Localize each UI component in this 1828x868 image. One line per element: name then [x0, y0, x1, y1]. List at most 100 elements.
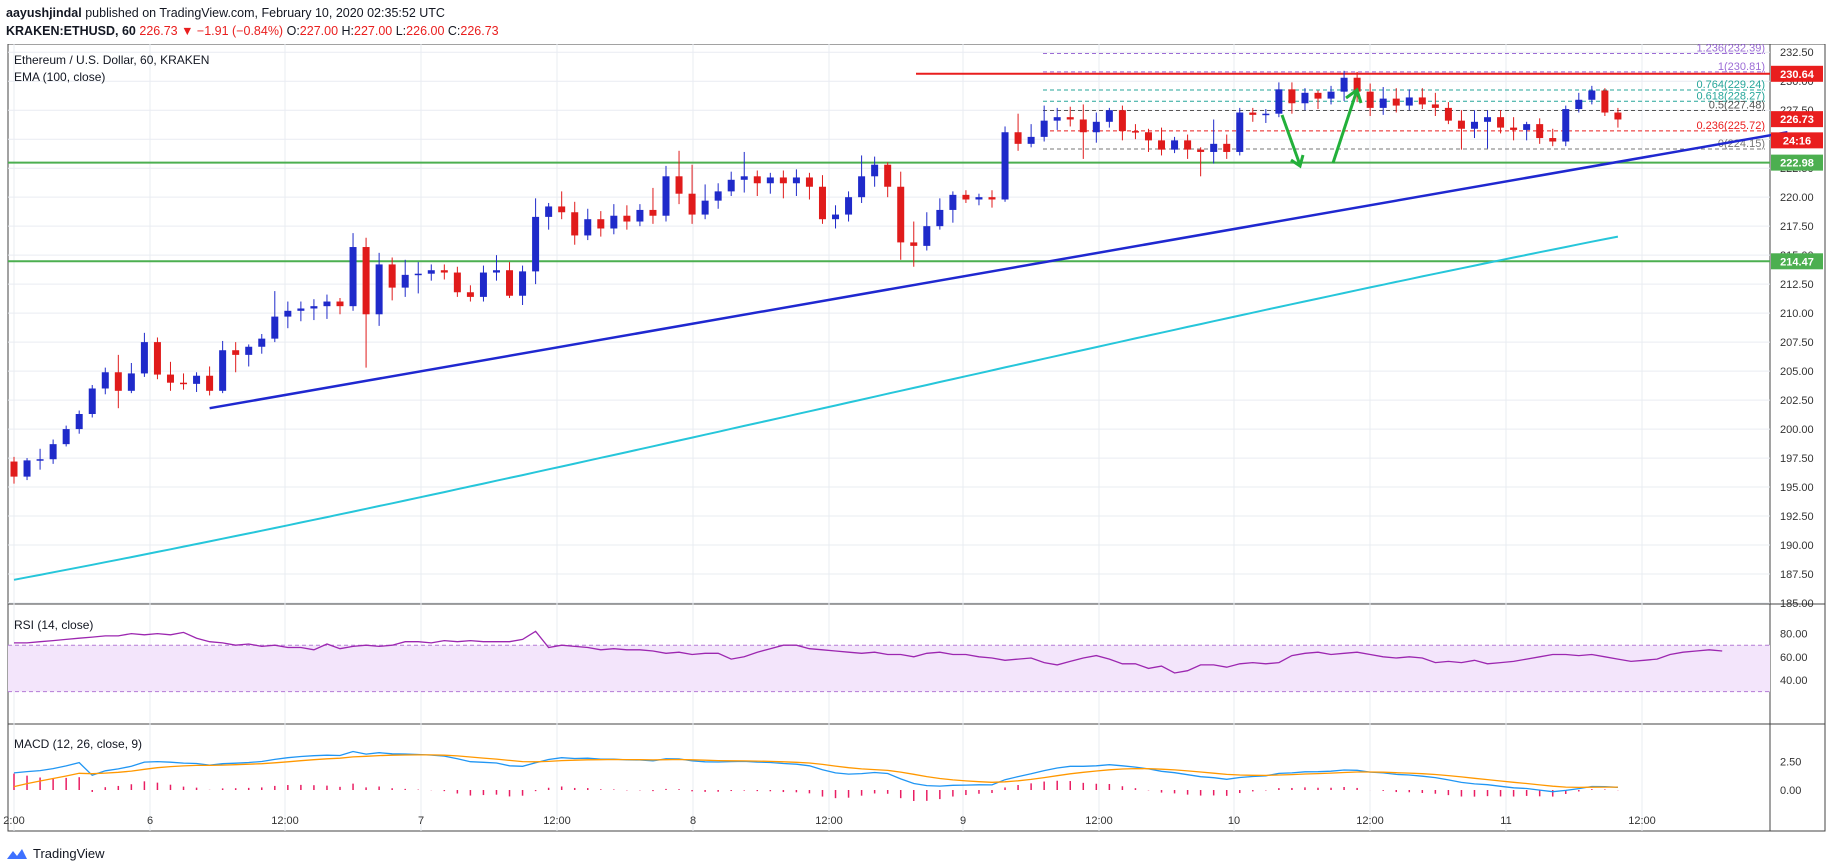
candle-body — [88, 388, 96, 415]
candle-body — [610, 215, 618, 229]
candle-body — [818, 186, 826, 220]
candle-body — [532, 216, 540, 272]
ema-line — [13, 235, 1619, 581]
chart-frame — [7, 44, 1826, 832]
rsi-legend: RSI (14, close) — [14, 618, 93, 632]
candle-body — [310, 306, 318, 309]
y-tick-label: 197.50 — [1780, 453, 1814, 465]
candle-body — [1418, 97, 1426, 105]
rsi-band — [8, 645, 1770, 692]
candle-body — [545, 206, 553, 217]
candle-body — [558, 206, 566, 213]
candle-body — [1158, 140, 1166, 150]
l-label: L: — [395, 24, 407, 38]
candle-body — [1223, 143, 1231, 152]
candle-body — [1275, 89, 1283, 114]
price-axis[interactable]: 232.50230.00227.50225.00222.50220.00217.… — [1771, 47, 1823, 797]
candle-body — [975, 197, 983, 200]
support-resistance-lines — [8, 72, 1770, 263]
candle-body — [114, 372, 122, 391]
y-tick-label: 205.00 — [1780, 366, 1814, 378]
price-label-box — [1771, 253, 1823, 270]
candle-body — [1066, 117, 1074, 120]
price-label-text: 24:16 — [1783, 135, 1811, 147]
candle-body — [166, 374, 174, 383]
candle-body — [688, 193, 696, 215]
h-value: 227.00 — [354, 24, 393, 38]
candle-body — [323, 301, 331, 307]
candle-body — [1523, 124, 1531, 130]
candle-body — [362, 247, 370, 315]
y-tick-label: 200.00 — [1780, 424, 1814, 436]
ohlc-line: KRAKEN:ETHUSD, 60 226.73 ▼ −1.91 (−0.84%… — [6, 24, 499, 38]
author-name[interactable]: aayushjindal — [6, 6, 82, 20]
candle-body — [1288, 89, 1296, 104]
candle-body — [1053, 117, 1061, 121]
candle-body — [923, 226, 931, 246]
candle-body — [779, 177, 787, 184]
trendline[interactable] — [209, 131, 1788, 410]
candle-body — [23, 460, 31, 477]
change-text: 226.73 ▼ −1.91 (−0.84%) — [139, 24, 284, 38]
x-tick-label: 12:00 — [1628, 815, 1656, 827]
x-tick-label: 12:00 — [815, 815, 843, 827]
candle-body — [871, 164, 879, 177]
candle-body — [766, 177, 774, 184]
candle-body — [1457, 120, 1465, 129]
up-arrow-head — [1345, 87, 1363, 104]
y-tick-label: 217.50 — [1780, 221, 1814, 233]
fib-level-label: 1.236(232.39) — [1697, 44, 1766, 55]
candle-body — [1236, 112, 1244, 152]
published-text: published on TradingView.com, February 1… — [85, 6, 445, 20]
candle-body — [1001, 132, 1009, 200]
price-label-box — [1771, 111, 1823, 128]
candle-body — [740, 176, 748, 180]
chart-title: Ethereum / U.S. Dollar, 60, KRAKEN — [14, 53, 209, 67]
candle-body — [1392, 98, 1400, 106]
candle-body — [662, 176, 670, 216]
price-label-text: 226.73 — [1780, 114, 1814, 126]
candle-body — [219, 350, 227, 391]
x-tick-label: 6 — [147, 815, 153, 827]
candle-body — [571, 212, 579, 236]
macd-panel — [13, 750, 1619, 801]
x-tick-label: 8 — [690, 815, 696, 827]
candle-body — [127, 373, 135, 391]
candle-body — [479, 272, 487, 297]
x-tick-label: 7 — [418, 815, 424, 827]
o-value: 227.00 — [299, 24, 339, 38]
candle-body — [1405, 97, 1413, 106]
candle-body — [519, 271, 527, 296]
candle-body — [140, 342, 148, 374]
forecast-arrows — [1280, 87, 1363, 169]
x-tick-label: 12:00 — [271, 815, 299, 827]
candle-body — [1210, 143, 1218, 152]
candle-body — [180, 382, 188, 385]
price-label-text: 214.47 — [1780, 256, 1814, 268]
footer-branding[interactable]: TradingView — [6, 846, 105, 861]
candle-body — [1536, 124, 1544, 139]
candle-body — [792, 177, 800, 184]
h-label: H: — [341, 24, 355, 38]
price-chart[interactable]: 1.236(232.39) 1(230.81) 0.764(229.24)0.618… — [0, 44, 1828, 844]
candle-body — [1366, 91, 1374, 108]
candle-body — [440, 270, 448, 273]
y-tick-label: 207.50 — [1780, 337, 1814, 349]
candle-body — [1614, 112, 1622, 120]
candle-body — [506, 270, 514, 296]
candle-body — [401, 274, 409, 288]
candle-body — [75, 414, 83, 430]
candle-body — [1562, 109, 1570, 142]
price-label-box — [1771, 154, 1823, 171]
y-tick-label: 185.00 — [1780, 598, 1814, 610]
candle-body — [1184, 140, 1192, 150]
chart-labels: Ethereum / U.S. Dollar, 60, KRAKEN EMA (… — [14, 53, 209, 751]
chart-grid — [8, 44, 1770, 831]
o-label: O: — [286, 24, 300, 38]
candle-body — [597, 219, 605, 229]
x-tick-label: 2:00 — [3, 815, 24, 827]
fibonacci-retracement[interactable]: 1.236(232.39) 1(230.81) 0.764(229.24)0.618… — [1043, 44, 1765, 150]
time-axis[interactable]: 2:00 6 12:00 7 12:00 8 12:00 9 12:00 10 12:00 11 12:… — [3, 815, 1655, 827]
ema-legend: EMA (100, close) — [14, 70, 105, 84]
price-label-text: 222.98 — [1780, 158, 1814, 170]
